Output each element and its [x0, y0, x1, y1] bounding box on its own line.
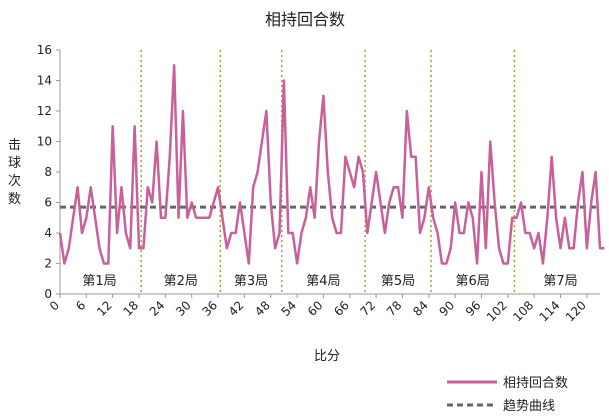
set-label: 第6局: [456, 274, 490, 289]
x-tick-label: 72: [358, 298, 379, 319]
x-axis-label: 比分: [314, 349, 340, 364]
x-tick-label: 108: [510, 298, 536, 324]
y-axis-label: 击球次数: [8, 138, 21, 207]
y-tick-labels: 0 2 4 6 8 10 12 14 16: [37, 43, 52, 301]
x-tick-label: 96: [463, 298, 484, 319]
y-tick-label: 14: [37, 74, 52, 88]
axes: [56, 49, 600, 298]
y-tick-label: 10: [37, 135, 52, 149]
x-tick-label: 54: [278, 298, 299, 319]
x-tick-label: 42: [226, 298, 247, 319]
x-tick-label: 114: [537, 298, 563, 324]
y-tick-label: 6: [44, 196, 52, 210]
y-axis-label-char: 球: [8, 156, 21, 171]
x-tick-label: 48: [252, 298, 273, 319]
legend-entry-rally: 相持回合数: [503, 376, 568, 391]
set-label: 第1局: [82, 274, 116, 289]
x-tick-label: 60: [305, 298, 326, 319]
x-tick-label: 120: [563, 298, 589, 324]
y-tick-label: 12: [37, 104, 52, 118]
y-axis-label-char: 次: [8, 173, 21, 189]
set-label: 第3局: [234, 274, 268, 289]
set-label: 第2局: [164, 274, 198, 289]
x-tick-label: 24: [147, 298, 168, 319]
y-tick-label: 0: [44, 287, 52, 301]
set-label: 第7局: [543, 274, 577, 289]
y-axis-label-char: 数: [8, 192, 21, 207]
x-tick-label: 30: [173, 298, 194, 319]
x-tick-label: 78: [384, 298, 405, 319]
x-tick-label: 18: [120, 298, 141, 319]
x-tick-label: 84: [410, 298, 431, 319]
x-tick-label: 66: [331, 298, 352, 319]
x-tick-label: 0: [47, 298, 62, 313]
x-tick-label: 12: [94, 298, 115, 319]
chart-title: 相持回合数: [265, 10, 345, 29]
set-labels: 第1局 第2局 第3局 第4局 第5局 第6局 第7局: [82, 274, 577, 289]
series-line-rally: [58, 64, 605, 265]
y-tick-label: 16: [37, 43, 52, 57]
x-tick-label: 102: [484, 298, 510, 324]
y-tick-label: 8: [44, 165, 52, 179]
x-tick-label: 90: [437, 298, 458, 319]
series-layer: [58, 64, 605, 265]
y-tick-label: 4: [44, 226, 52, 240]
y-tick-label: 2: [44, 257, 52, 271]
x-tick-labels: 0 6 12 18 24 30 36 42 48 54 60 66 72 78 84 90 96 102 108 11…: [47, 298, 589, 324]
x-tick-label: 36: [199, 298, 220, 319]
legend-entry-trend: 趋势曲线: [503, 398, 555, 414]
legend: 相持回合数 趋势曲线: [447, 376, 568, 414]
y-axis-label-char: 击: [8, 138, 21, 153]
x-tick-label: 6: [73, 298, 88, 313]
set-label: 第5局: [381, 274, 415, 289]
set-label: 第4局: [306, 274, 340, 289]
